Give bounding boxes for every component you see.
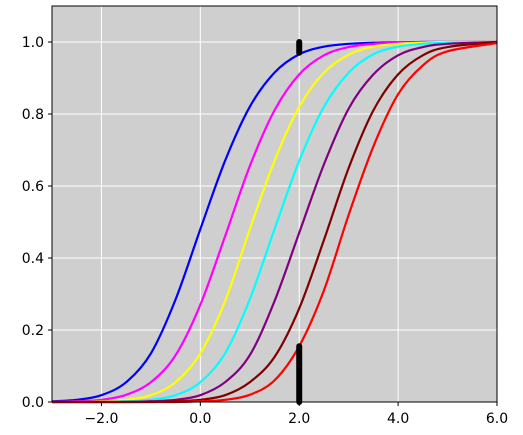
y-tick-label: 0.2: [22, 323, 44, 339]
series-line-2: [51, 40, 498, 404]
series-layer: [51, 40, 498, 404]
y-tick-label: 0.4: [22, 251, 44, 267]
y-tick-label: 0.8: [22, 107, 44, 123]
plot-background: [52, 6, 497, 402]
x-tick-label: 0.0: [189, 411, 211, 427]
y-tick-label: 0.6: [22, 179, 44, 195]
x-tick-label: 2.0: [288, 411, 310, 427]
ticks: −2.0 0.0 2.0 4.0 6.0 0.0 0.2 0.4 0.6 0.8 1.0: [22, 35, 508, 427]
plot-frame: [51, 5, 498, 403]
x-tick-label: 6.0: [486, 411, 508, 427]
y-tick-label: 0.0: [22, 395, 44, 411]
x-tick-label: −2.0: [84, 411, 118, 427]
y-tick-label: 1.0: [22, 35, 44, 51]
x-tick-label: 4.0: [387, 411, 409, 427]
